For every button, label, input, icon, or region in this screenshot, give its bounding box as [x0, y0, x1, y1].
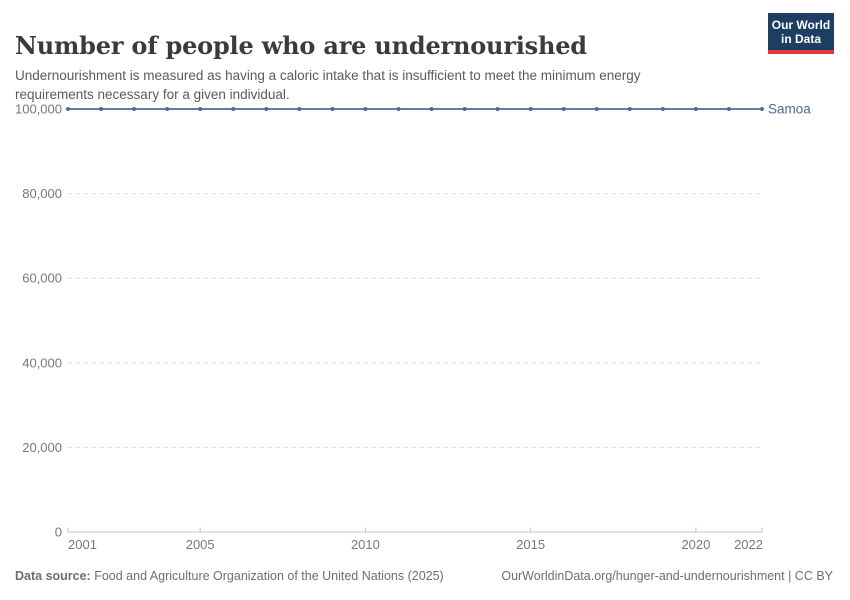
- owid-logo[interactable]: Our World in Data: [768, 13, 834, 54]
- data-point: [693, 107, 698, 111]
- data-point: [363, 107, 368, 111]
- data-point: [627, 107, 632, 111]
- data-source: Data source: Food and Agriculture Organi…: [15, 569, 444, 583]
- y-tick-label: 40,000: [22, 355, 62, 370]
- y-tick-label: 60,000: [22, 271, 62, 286]
- data-point: [760, 107, 764, 111]
- x-tick-label: 2010: [351, 537, 380, 552]
- chart-subtitle: Undernourishment is measured as having a…: [15, 67, 641, 102]
- y-tick-label: 20,000: [22, 440, 62, 455]
- data-point: [297, 107, 302, 111]
- data-point: [165, 107, 170, 111]
- data-source-text: Food and Agriculture Organization of the…: [90, 569, 444, 583]
- page-title: Number of people who are undernourished: [15, 31, 587, 61]
- data-point: [429, 107, 434, 111]
- data-point: [495, 107, 500, 111]
- y-tick-label: 0: [55, 525, 62, 540]
- owid-logo-line1: Our World: [771, 18, 831, 32]
- y-tick-label: 80,000: [22, 186, 62, 201]
- x-tick-label: 2001: [68, 537, 97, 552]
- data-point: [726, 107, 731, 111]
- data-point: [660, 107, 665, 111]
- data-point: [264, 107, 269, 111]
- chart-footer: Data source: Food and Agriculture Organi…: [15, 569, 833, 583]
- data-point: [396, 107, 401, 111]
- data-point: [198, 107, 203, 111]
- data-point: [561, 107, 566, 111]
- x-tick-label: 2005: [186, 537, 215, 552]
- x-tick-label: 2015: [516, 537, 545, 552]
- data-point: [231, 107, 236, 111]
- data-point: [594, 107, 599, 111]
- data-point: [330, 107, 335, 111]
- series-label: Samoa: [768, 102, 811, 117]
- data-point: [528, 107, 533, 111]
- y-tick-label: 100,000: [15, 102, 62, 117]
- owid-url-link[interactable]: OurWorldinData.org/hunger-and-undernouri…: [501, 569, 833, 583]
- data-source-label: Data source:: [15, 569, 91, 583]
- x-tick-label: 2020: [681, 537, 710, 552]
- data-point: [99, 107, 104, 111]
- owid-logo-line2: in Data: [780, 32, 821, 46]
- x-tick-label: 2022: [734, 537, 763, 552]
- data-point: [132, 107, 137, 111]
- data-point: [462, 107, 467, 111]
- data-point: [66, 107, 70, 111]
